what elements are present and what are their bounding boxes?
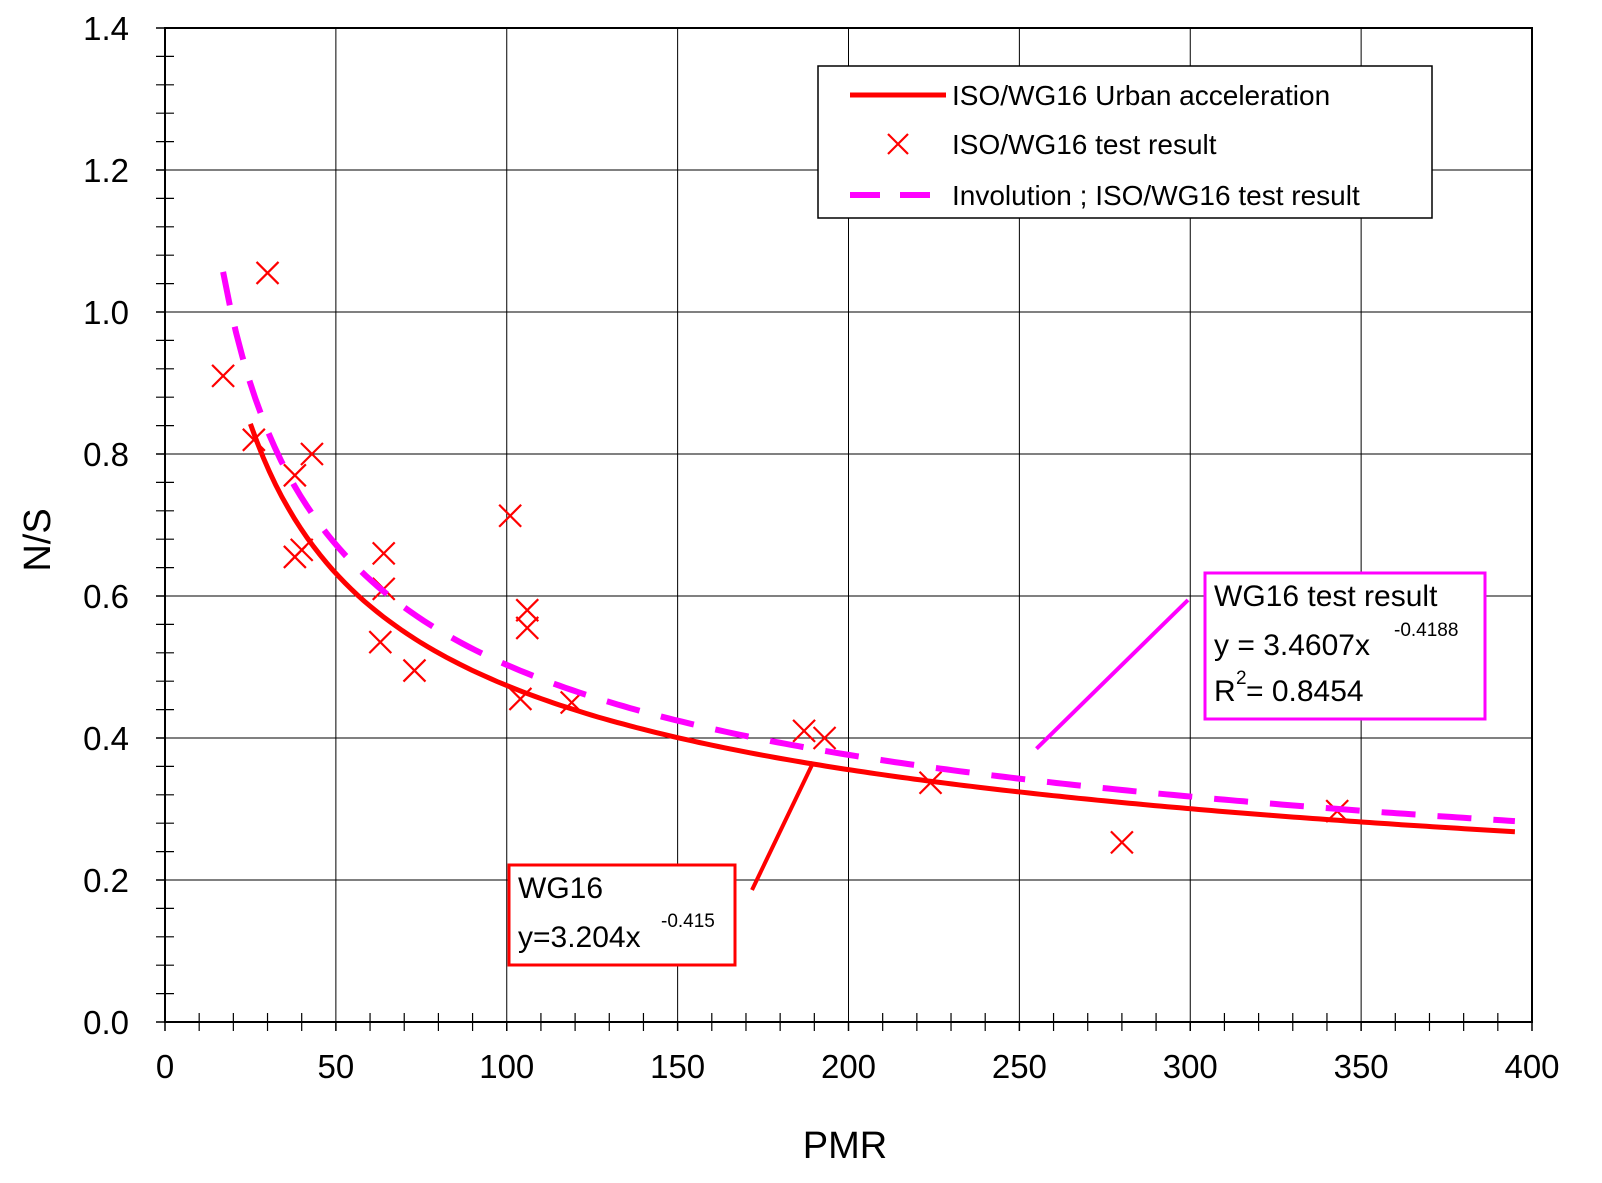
point-marker-stroke [812, 726, 837, 750]
wg16-test-pointer-line [1035, 598, 1190, 751]
data-point [242, 428, 266, 452]
wg16-test-label: WG16 test result [1214, 580, 1438, 613]
data-point [402, 658, 427, 683]
legend-label: ISO/WG16 Urban acceleration [952, 80, 1330, 111]
point-marker-stroke [242, 428, 266, 452]
data-point [368, 630, 393, 654]
y-tick-label: 1.4 [83, 10, 129, 47]
point-marker-stroke [498, 503, 522, 528]
point-marker-stroke [918, 770, 943, 795]
legend: ISO/WG16 Urban acceleration ISO/WG16 test… [817, 65, 1433, 219]
point-marker-stroke [1110, 830, 1134, 855]
point-marker-stroke [368, 630, 393, 654]
wg16-test-r-label: R [1214, 675, 1236, 708]
data-point [1110, 830, 1134, 855]
point-marker-stroke [300, 442, 324, 466]
point-marker-stroke [402, 658, 427, 683]
data-point [498, 503, 522, 528]
wg16-pointer-line [750, 761, 816, 891]
y-tick-label: 0.4 [83, 720, 129, 757]
point-marker-stroke [508, 687, 533, 711]
point-marker-stroke [515, 598, 540, 622]
legend-marker-stroke [887, 133, 909, 155]
legend-label: ISO/WG16 test result [952, 129, 1217, 160]
point-marker-stroke [289, 538, 314, 562]
x-tick-label: 350 [1334, 1048, 1389, 1085]
x-tick-label: 200 [821, 1048, 876, 1085]
wg16-exponent: -0.415 [661, 911, 715, 932]
data-point [515, 598, 540, 622]
data-point [289, 538, 314, 562]
urban-acceleration-curve [248, 423, 1516, 835]
y-tick-label: 1.0 [83, 294, 129, 331]
data-point [515, 616, 540, 640]
ticks: 0 50 100 150 200 250 300 350 400 0.0 0.2 0.4 0.6 0.8 1… [83, 10, 1559, 1085]
x-tick-label: 150 [650, 1048, 705, 1085]
point-marker-stroke [211, 364, 235, 388]
x-tick-label: 300 [1163, 1048, 1218, 1085]
point-marker-stroke [255, 261, 280, 285]
y-tick-label: 0.8 [83, 436, 129, 473]
wg16-test-annotation-box [1203, 571, 1487, 721]
x-tick-label: 100 [479, 1048, 534, 1085]
point-marker-stroke [792, 719, 816, 743]
data-point [211, 364, 235, 388]
point-marker-stroke [515, 616, 540, 640]
wg16-test-r-superscript: 2 [1236, 668, 1247, 689]
data-point [300, 442, 324, 466]
y-tick-label: 0.0 [83, 1004, 129, 1041]
data-point [792, 719, 816, 743]
series [211, 261, 1516, 855]
x-tick-label: 0 [156, 1048, 174, 1085]
y-tick-label: 0.6 [83, 578, 129, 615]
legend-swatch-marker [887, 133, 909, 155]
point-marker-stroke [371, 541, 396, 566]
legend-label: Involution ; ISO/WG16 test result [952, 180, 1360, 211]
x-tick-label: 250 [992, 1048, 1047, 1085]
wg16-test-r-value: = 0.8454 [1246, 675, 1364, 708]
data-point [283, 463, 307, 488]
data-point [508, 687, 533, 711]
data-point [371, 541, 396, 566]
wg16-equation: y=3.204x [518, 921, 641, 954]
wg16-test-exponent: -0.4188 [1394, 620, 1458, 641]
x-tick-label: 400 [1504, 1048, 1559, 1085]
wg16-test-equation: y = 3.4607x [1214, 629, 1370, 662]
data-point [255, 261, 280, 285]
y-axis-label: N/S [17, 508, 59, 571]
point-marker-stroke [283, 463, 307, 488]
annotations: WG16 y=3.204x -0.415 WG16 test result y = 3.… [507, 571, 1487, 967]
wg16-annotation-box [507, 863, 737, 967]
x-tick-label: 50 [318, 1048, 355, 1085]
data-point [918, 770, 943, 795]
y-tick-label: 0.2 [83, 862, 129, 899]
data-point [812, 726, 837, 750]
wg16-label: WG16 [518, 872, 603, 905]
y-tick-label: 1.2 [83, 152, 129, 189]
x-axis-label: PMR [803, 1125, 887, 1167]
involution-fit-curve [220, 271, 1516, 825]
